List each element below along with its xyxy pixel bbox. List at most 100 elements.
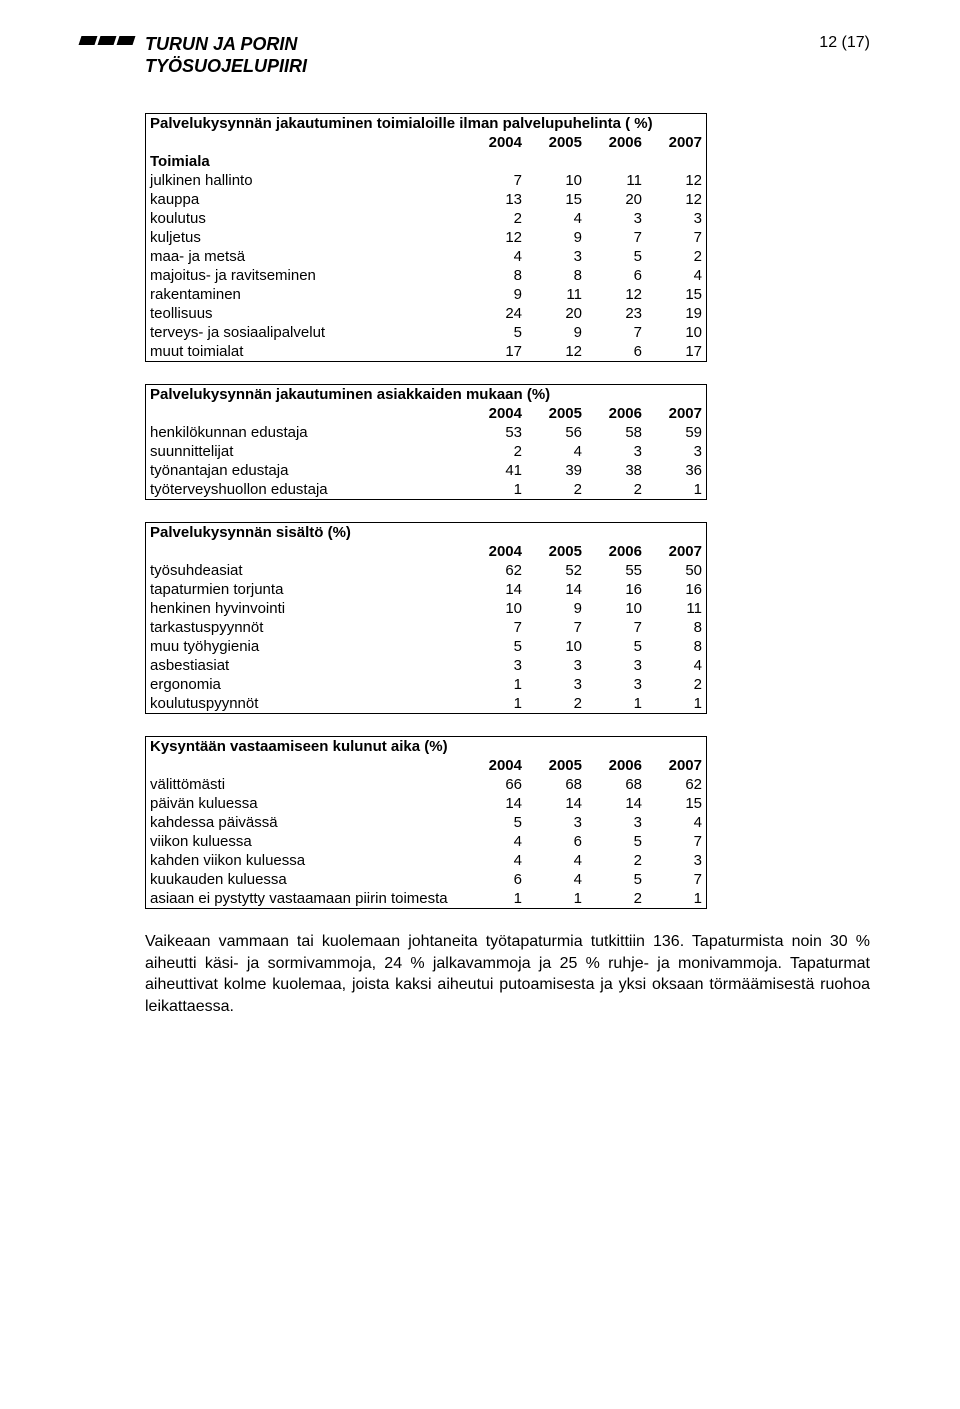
- cell-value: 1: [466, 480, 526, 500]
- table-title: Palvelukysynnän jakautuminen toimialoill…: [146, 114, 707, 134]
- cell-value: 1: [646, 480, 707, 500]
- cell-value: 7: [586, 323, 646, 342]
- cell-value: 5: [586, 637, 646, 656]
- table-subheader: Toimiala: [146, 152, 707, 171]
- cell-value: 8: [646, 618, 707, 637]
- cell-value: 13: [466, 190, 526, 209]
- year-row-blank: [146, 542, 467, 561]
- cell-value: 4: [526, 442, 586, 461]
- cell-value: 23: [586, 304, 646, 323]
- cell-value: 3: [646, 209, 707, 228]
- cell-value: 7: [646, 228, 707, 247]
- year-row-blank: [146, 756, 467, 775]
- cell-value: 66: [466, 775, 526, 794]
- cell-value: 9: [526, 599, 586, 618]
- cell-value: 10: [526, 171, 586, 190]
- cell-value: 17: [466, 342, 526, 362]
- cell-value: 50: [646, 561, 707, 580]
- cell-value: 2: [466, 442, 526, 461]
- cell-value: 20: [526, 304, 586, 323]
- cell-value: 59: [646, 423, 707, 442]
- cell-value: 3: [586, 813, 646, 832]
- row-label: työterveyshuollon edustaja: [146, 480, 467, 500]
- row-label: muu työhygienia: [146, 637, 467, 656]
- data-table: Kysyntään vastaamiseen kulunut aika (%)2…: [145, 736, 707, 909]
- year-header: 2004: [466, 133, 526, 152]
- cell-value: 38: [586, 461, 646, 480]
- year-header: 2006: [586, 756, 646, 775]
- cell-value: 4: [646, 656, 707, 675]
- cell-value: 55: [586, 561, 646, 580]
- year-header: 2007: [646, 133, 707, 152]
- cell-value: 8: [646, 637, 707, 656]
- data-table: Palvelukysynnän sisältö (%)2004200520062…: [145, 522, 707, 714]
- cell-value: 52: [526, 561, 586, 580]
- cell-value: 5: [466, 323, 526, 342]
- cell-value: 4: [466, 851, 526, 870]
- cell-value: 3: [526, 675, 586, 694]
- cell-value: 15: [646, 794, 707, 813]
- cell-value: 41: [466, 461, 526, 480]
- cell-value: 2: [586, 889, 646, 909]
- row-label: kahdessa päivässä: [146, 813, 467, 832]
- cell-value: 19: [646, 304, 707, 323]
- cell-value: 24: [466, 304, 526, 323]
- cell-value: 4: [466, 832, 526, 851]
- cell-value: 6: [526, 832, 586, 851]
- cell-value: 12: [646, 171, 707, 190]
- row-label: majoitus- ja ravitseminen: [146, 266, 467, 285]
- body-paragraph: Vaikeaan vammaan tai kuolemaan johtaneit…: [145, 931, 870, 1017]
- row-label: päivän kuluessa: [146, 794, 467, 813]
- row-label: henkinen hyvinvointi: [146, 599, 467, 618]
- cell-value: 11: [526, 285, 586, 304]
- year-header: 2005: [526, 542, 586, 561]
- cell-value: 3: [526, 813, 586, 832]
- cell-value: 1: [466, 675, 526, 694]
- page-header: TURUN JA PORIN TYÖSUOJELUPIIRI 12 (17): [145, 34, 870, 77]
- org-name: TURUN JA PORIN TYÖSUOJELUPIIRI: [145, 34, 870, 77]
- cell-value: 62: [646, 775, 707, 794]
- cell-value: 2: [646, 675, 707, 694]
- cell-value: 14: [586, 794, 646, 813]
- cell-value: 10: [466, 599, 526, 618]
- data-table: Palvelukysynnän jakautuminen asiakkaiden…: [145, 384, 707, 500]
- row-label: asbestiasiat: [146, 656, 467, 675]
- cell-value: 9: [466, 285, 526, 304]
- cell-value: 10: [586, 599, 646, 618]
- row-label: tapaturmien torjunta: [146, 580, 467, 599]
- year-header: 2005: [526, 404, 586, 423]
- tables-container: Palvelukysynnän jakautuminen toimialoill…: [145, 113, 870, 909]
- cell-value: 6: [466, 870, 526, 889]
- row-label: rakentaminen: [146, 285, 467, 304]
- row-label: koulutus: [146, 209, 467, 228]
- cell-value: 7: [586, 228, 646, 247]
- cell-value: 7: [646, 870, 707, 889]
- cell-value: 3: [526, 247, 586, 266]
- year-header: 2006: [586, 542, 646, 561]
- cell-value: 3: [466, 656, 526, 675]
- cell-value: 4: [646, 266, 707, 285]
- cell-value: 4: [526, 870, 586, 889]
- cell-value: 1: [646, 694, 707, 714]
- cell-value: 14: [466, 580, 526, 599]
- cell-value: 11: [586, 171, 646, 190]
- cell-value: 2: [586, 480, 646, 500]
- cell-value: 9: [526, 323, 586, 342]
- logo-bars-icon: [80, 36, 134, 45]
- cell-value: 4: [526, 209, 586, 228]
- cell-value: 1: [526, 889, 586, 909]
- cell-value: 5: [586, 247, 646, 266]
- cell-value: 3: [586, 442, 646, 461]
- year-header: 2005: [526, 133, 586, 152]
- cell-value: 3: [526, 656, 586, 675]
- year-header: 2006: [586, 404, 646, 423]
- cell-value: 15: [646, 285, 707, 304]
- row-label: henkilökunnan edustaja: [146, 423, 467, 442]
- cell-value: 16: [586, 580, 646, 599]
- year-row-blank: [146, 404, 467, 423]
- cell-value: 7: [586, 618, 646, 637]
- row-label: terveys- ja sosiaalipalvelut: [146, 323, 467, 342]
- year-header: 2005: [526, 756, 586, 775]
- cell-value: 10: [646, 323, 707, 342]
- cell-value: 12: [526, 342, 586, 362]
